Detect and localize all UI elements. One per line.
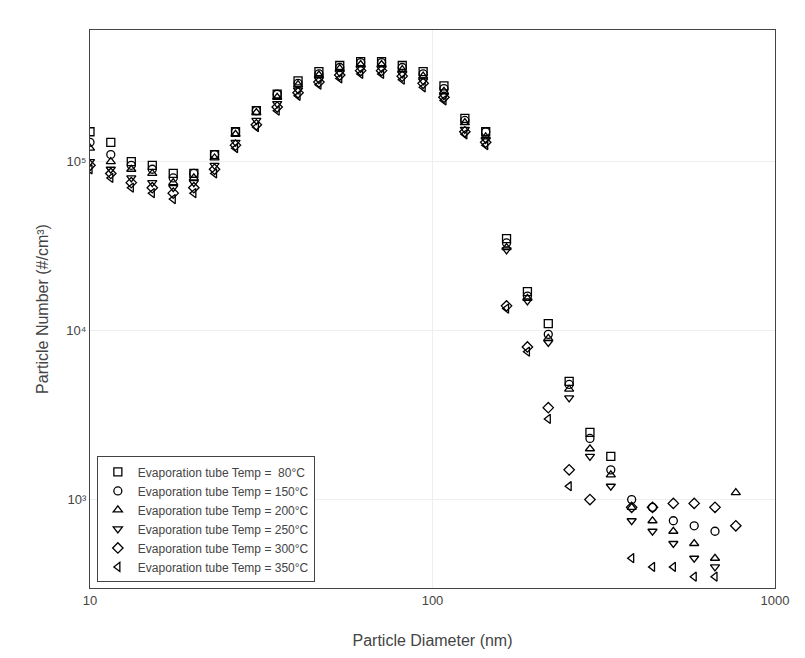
svg-text:100: 100	[422, 593, 444, 608]
svg-text:Evaporation tube Temp = 200°C: Evaporation tube Temp = 200°C	[138, 504, 309, 518]
svg-text:1000: 1000	[761, 593, 790, 608]
svg-text:Evaporation tube Temp = 350°C: Evaporation tube Temp = 350°C	[138, 561, 309, 575]
svg-text:Evaporation tube Temp = 300°C: Evaporation tube Temp = 300°C	[138, 542, 309, 556]
svg-text:10³: 10³	[68, 492, 87, 507]
svg-text:Evaporation tube Temp = 150°C: Evaporation tube Temp = 150°C	[138, 485, 309, 499]
svg-text:Particle Diameter (nm): Particle Diameter (nm)	[352, 632, 512, 649]
svg-text:Particle Number (#/cm³): Particle Number (#/cm³)	[34, 224, 51, 394]
svg-text:Evaporation tube Temp = 250°C: Evaporation tube Temp = 250°C	[138, 523, 309, 537]
svg-text:10⁴: 10⁴	[66, 323, 86, 338]
svg-text:Evaporation tube Temp = 80°C: Evaporation tube Temp = 80°C	[138, 466, 305, 480]
svg-text:10⁵: 10⁵	[67, 154, 87, 169]
svg-text:10: 10	[83, 593, 97, 608]
